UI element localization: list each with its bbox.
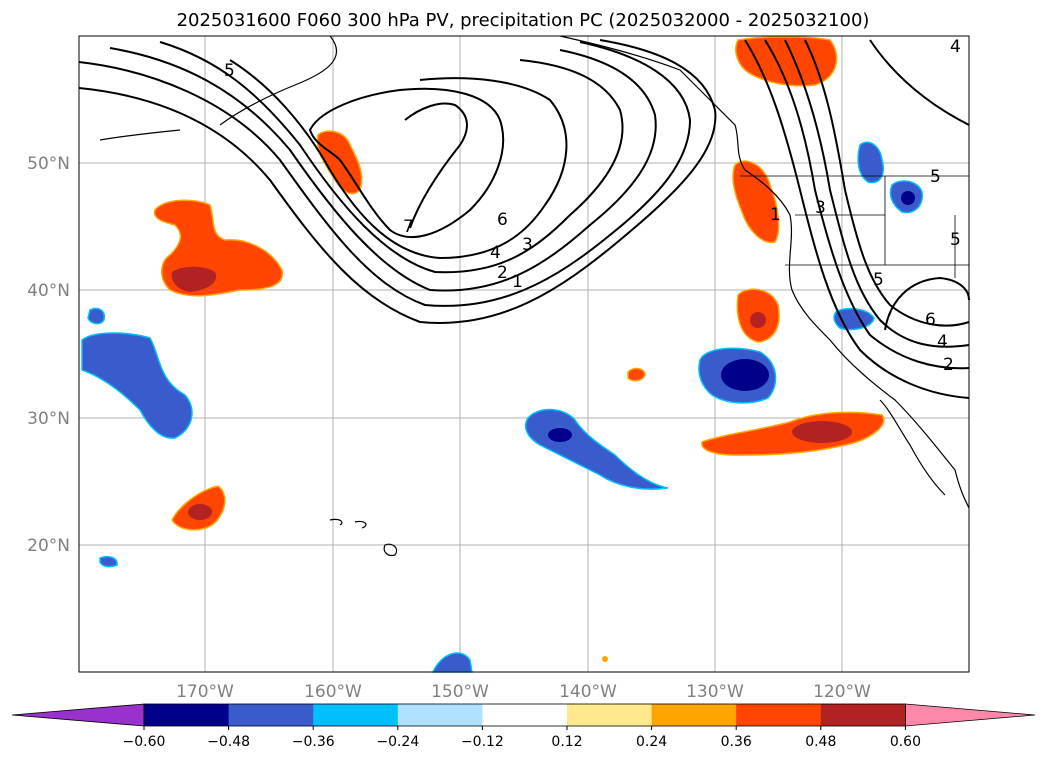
contour-label: 1 [512, 272, 523, 292]
pv-contour-east-3 [784, 39, 970, 348]
pv-contour-east-4 [804, 39, 970, 327]
pos-core-subtropical [792, 421, 852, 443]
colorbar-segment [144, 704, 230, 726]
precip-shading [81, 36, 923, 673]
pv-contour-4 [159, 41, 624, 274]
colorbar-segment [651, 704, 737, 726]
coast-alaska-peninsula [219, 35, 338, 126]
neg-area-south [431, 652, 473, 673]
pos-dot [602, 656, 608, 662]
colorbar-tick-label: 0.60 [890, 734, 921, 750]
coast-north-america [559, 35, 970, 509]
lon-label: 150°W [431, 682, 489, 702]
pv-contour-east-6 [869, 39, 970, 126]
colorbar-outline [143, 703, 906, 727]
colorbar-segment [820, 704, 906, 726]
colorbar-segment [567, 704, 653, 726]
contour-label: 3 [815, 198, 826, 218]
pos-area-north [735, 36, 838, 87]
pos-core-west [171, 266, 217, 292]
contour-label: 4 [937, 332, 948, 352]
colorbar-segment [736, 704, 822, 726]
map-background [79, 36, 969, 672]
lon-label: 170°W [176, 682, 234, 702]
pos-area-small [627, 367, 646, 382]
pos-core-southwest [188, 504, 212, 520]
contour-label: 2 [497, 263, 508, 283]
colorbar-tick-label: −0.24 [376, 734, 419, 750]
contour-label: 5 [950, 230, 961, 250]
pv-contours [78, 39, 970, 399]
contour-label: 4 [950, 37, 961, 57]
pos-area-coast [732, 160, 780, 244]
pv-contour-7 [404, 102, 468, 229]
colorbar-tick-label: −0.36 [292, 734, 335, 750]
coastlines [99, 35, 970, 557]
contour-label: 5 [873, 270, 884, 290]
pos-core-east-1 [750, 312, 766, 328]
contour-label: 2 [943, 355, 954, 375]
colorbar-tick-label: 0.24 [636, 734, 667, 750]
lat-label: 30°N [27, 409, 70, 429]
lon-label: 160°W [304, 682, 362, 702]
lon-label: 140°W [559, 682, 617, 702]
contour-labels: 5 7 6 4 3 2 1 4 1 3 5 5 5 6 4 2 [224, 37, 961, 375]
coast-hawaii [329, 518, 398, 557]
contour-label: 5 [930, 167, 941, 187]
lat-label: 40°N [27, 281, 70, 301]
contour-label: 6 [497, 210, 508, 230]
colorbar-segment [228, 704, 314, 726]
neg-core-east [721, 359, 769, 391]
colorbar-tick-label: 0.36 [721, 734, 752, 750]
pv-contour-east-5 [884, 276, 970, 331]
contour-label: 5 [224, 61, 235, 81]
pv-contour-2 [78, 41, 692, 307]
lon-label: 120°W [813, 682, 871, 702]
neg-core-inland [901, 191, 915, 205]
neg-core-central [548, 428, 572, 442]
neg-area-small-2 [99, 555, 118, 568]
coast-baja [879, 399, 946, 496]
colorbar-segment [313, 704, 399, 726]
map-border [78, 35, 970, 673]
colorbar-tick-label: −0.60 [123, 734, 166, 750]
borders [740, 175, 969, 278]
pv-contour-5 [229, 59, 568, 260]
lat-label: 20°N [27, 536, 70, 556]
colorbar-tick-label: −0.48 [207, 734, 250, 750]
coast-aleutians [99, 129, 181, 141]
contour-label: 6 [925, 310, 936, 330]
contour-label: 1 [770, 205, 781, 225]
contour-label: 4 [490, 243, 501, 263]
neg-area-inland-1 [857, 141, 884, 184]
pv-contour-3 [109, 47, 657, 292]
contour-label: 7 [403, 217, 414, 237]
pv-contour-6 [308, 87, 505, 239]
colorbar-extend-min [11, 703, 145, 727]
colorbar-extend-max [905, 703, 1036, 727]
map-panel: 5 7 6 4 3 2 1 4 1 3 5 5 5 6 4 2 [78, 35, 970, 673]
pv-contour-east-2 [764, 39, 970, 370]
lon-labels: 170°W 160°W 150°W 140°W 130°W 120°W [176, 682, 871, 702]
pv-contour-1 [78, 39, 717, 324]
colorbar-tick-label: 0.12 [551, 734, 582, 750]
lon-label: 130°W [686, 682, 744, 702]
colorbar-tick-label: 0.48 [805, 734, 836, 750]
contour-label: 3 [522, 235, 533, 255]
colorbar-segment [397, 704, 483, 726]
pv-contour-east-1 [744, 39, 970, 399]
colorbar-tick-label: −0.12 [461, 734, 504, 750]
neg-area-west-pacific [81, 332, 193, 439]
neg-area-small-1 [87, 307, 106, 325]
colorbar-segment [482, 704, 568, 726]
colorbar: −0.60 −0.48 −0.36 −0.24 −0.12 0.12 0.24 0.36 0.4… [11, 703, 1036, 750]
map-title: 2025031600 F060 300 hPa PV, precipitatio… [177, 10, 870, 31]
lat-label: 50°N [27, 154, 70, 174]
lat-labels: 50°N 40°N 30°N 20°N [27, 154, 70, 556]
